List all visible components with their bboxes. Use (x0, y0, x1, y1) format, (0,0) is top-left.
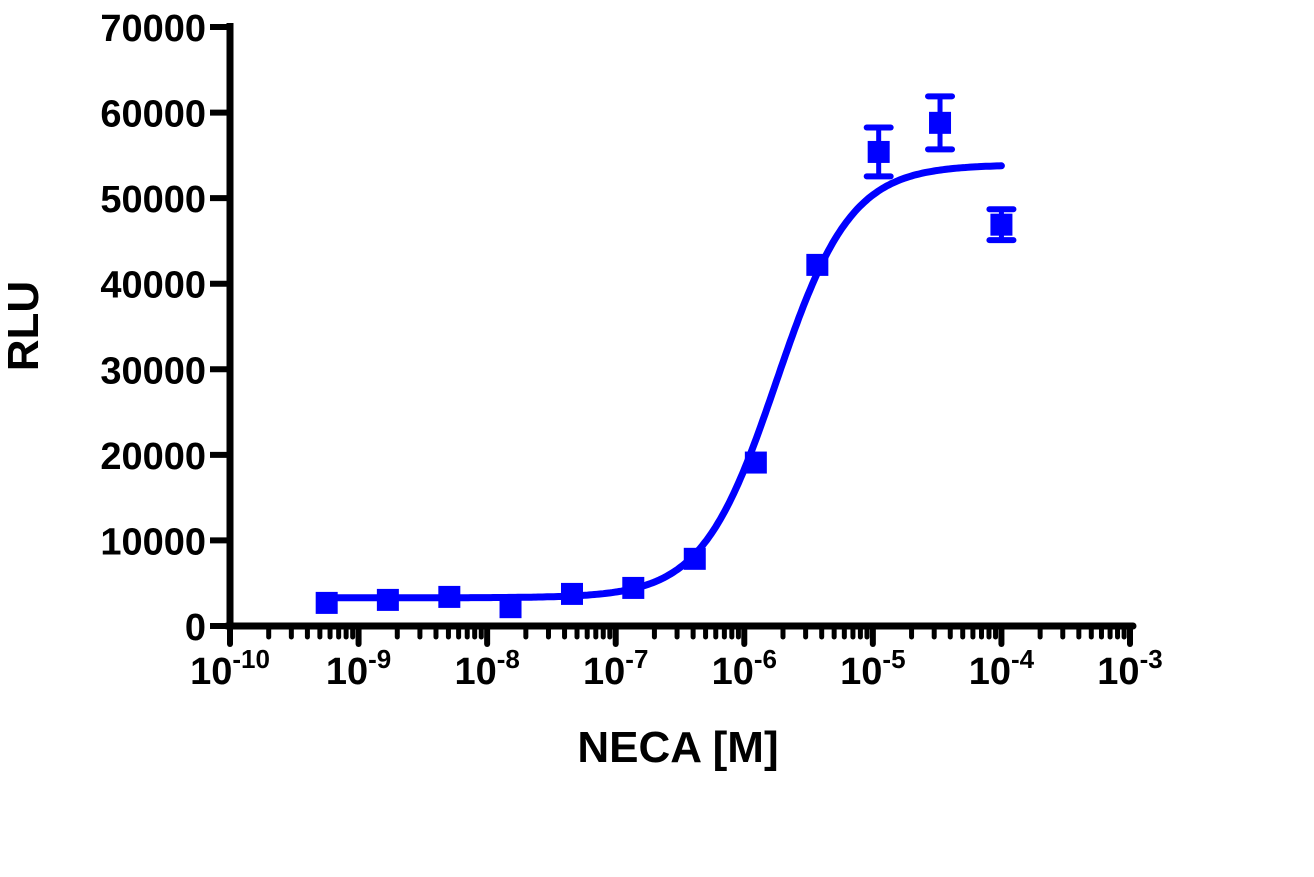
data-point (990, 213, 1013, 236)
y-tick-label: 10000 (100, 521, 206, 563)
fit-curve (323, 162, 1005, 602)
y-tick-label: 40000 (100, 265, 206, 307)
x-tick-label: 10-10 (190, 644, 270, 693)
x-tick-label: 10-8 (454, 644, 519, 693)
data-point (806, 253, 829, 276)
y-axis-label: RLU (0, 281, 48, 371)
y-tick-label: 20000 (100, 436, 206, 478)
data-point (560, 582, 583, 605)
data-point (867, 140, 890, 163)
data-point (315, 591, 338, 614)
x-tick-label: 10-6 (712, 644, 777, 693)
data-point (376, 588, 399, 611)
data-point (744, 451, 767, 474)
x-tick-label: 10-9 (326, 644, 391, 693)
x-tick-label: 10-7 (583, 644, 648, 693)
data-point (499, 596, 522, 619)
data-point (929, 111, 952, 134)
data-point (622, 576, 645, 599)
y-tick-label: 70000 (100, 8, 206, 50)
x-tick-label: 10-3 (1097, 644, 1162, 693)
data-point (683, 547, 706, 570)
x-tick-label: 10-5 (840, 644, 905, 693)
x-tick-label: 10-4 (969, 644, 1035, 693)
y-tick-label: 60000 (100, 94, 206, 136)
x-axis-label: NECA [M] (577, 723, 778, 772)
y-tick-label: 0 (185, 607, 206, 649)
y-tick-label: 50000 (100, 179, 206, 221)
data-point (438, 585, 461, 608)
y-tick-label: 30000 (100, 350, 206, 392)
